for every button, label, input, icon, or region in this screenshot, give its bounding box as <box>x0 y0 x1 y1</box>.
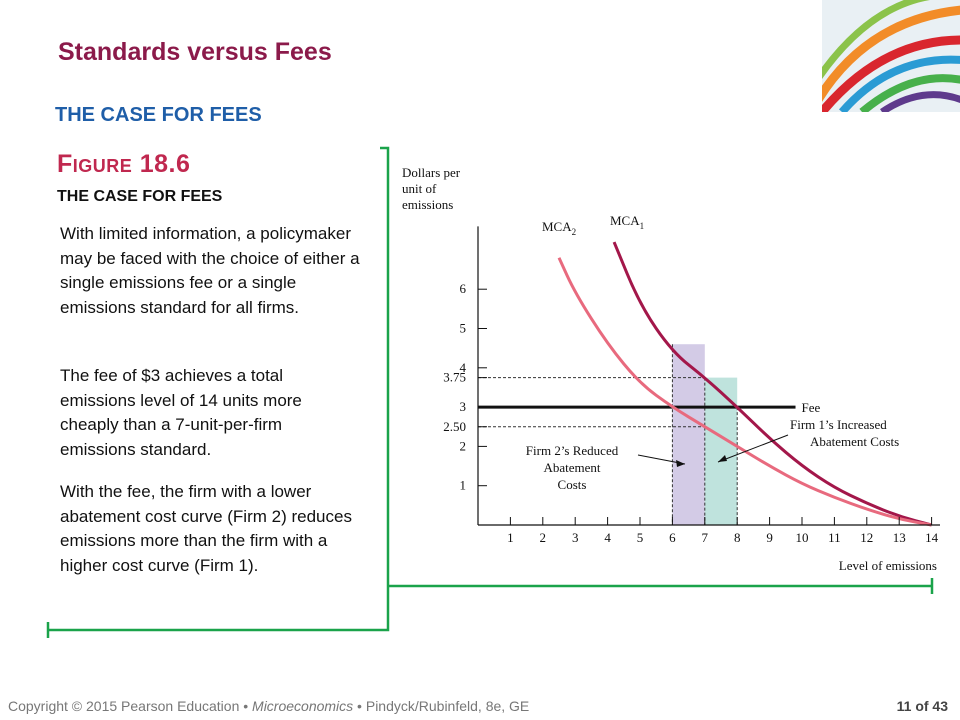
curve-label-sub-1: 1 <box>640 221 645 231</box>
x-axis-ticks: 1 2 3 4 5 6 7 8 9 10 11 12 13 14 <box>507 517 939 545</box>
firm1-arrow-head <box>718 455 727 462</box>
figure-label-number: 18.6 <box>139 150 191 178</box>
copyright-prefix: Copyright © 2015 Pearson Education • <box>8 698 253 714</box>
y-tick-label-6: 6 <box>460 281 467 296</box>
figure-paragraph-1: With limited information, a policymaker … <box>60 224 360 317</box>
slide-title: Standards versus Fees <box>58 38 332 66</box>
x-tick-label-12: 12 <box>860 530 873 545</box>
y-tick-label-2: 2 <box>460 438 467 453</box>
x-axis-label: Level of emissions <box>839 558 937 573</box>
x-tick-label-4: 4 <box>604 530 611 545</box>
firm1-increased-cost-area <box>704 377 738 525</box>
y-axis-label-line-3: emissions <box>402 197 453 212</box>
firm1-annotation-line-2: Abatement Costs <box>810 434 899 449</box>
x-tick-label-9: 9 <box>766 530 773 545</box>
firm1-annotation-line-1: Firm 1’s Increased <box>790 417 887 432</box>
y-tick-label-1: 1 <box>460 478 467 493</box>
y-tick-label-5: 5 <box>460 321 467 336</box>
curve-label-sub-2: 2 <box>572 227 577 237</box>
footer-copyright: Copyright © 2015 Pearson Education • Mic… <box>8 698 529 714</box>
y-axis-ticks: 1 2 2.50 3 3.754 5 6 <box>443 281 487 493</box>
firm2-region-rect <box>672 344 705 525</box>
x-tick-label-5: 5 <box>637 530 644 545</box>
book-title: Microeconomics <box>252 698 354 714</box>
x-tick-label-8: 8 <box>734 530 741 545</box>
figure-label-small: IGURE <box>72 156 133 176</box>
x-tick-label-13: 13 <box>893 530 906 545</box>
x-tick-label-7: 7 <box>702 530 709 545</box>
firm1-arrow-line <box>717 434 789 463</box>
firm2-annotation-line-2: Abatement <box>543 460 600 475</box>
firm2-reduced-cost-area <box>672 344 705 525</box>
cost-curves <box>557 241 933 527</box>
dashed-guides <box>478 344 738 525</box>
y-axis-label-line-2: unit of <box>402 181 437 196</box>
y-tick-label-3.75: 3.75 <box>443 370 466 385</box>
fee-label: Fee <box>802 400 821 415</box>
copyright-suffix: • Pindyck/Rubinfeld, 8e, GE <box>353 698 530 714</box>
x-tick-label-14: 14 <box>925 530 939 545</box>
footer-page-number: 11 of 43 <box>896 698 948 714</box>
x-tick-label-10: 10 <box>796 530 809 545</box>
y-tick-label-3: 3 <box>460 399 467 414</box>
figure-subtitle: THE CASE FOR FEES <box>57 188 223 205</box>
y-tick-label-4: 4 <box>460 360 467 375</box>
x-tick-label-1: 1 <box>507 530 514 545</box>
y-axis-label-line-1: Dollars per <box>402 165 461 180</box>
section-heading: THE CASE FOR FEES <box>55 104 262 126</box>
curve-label-mca2: MCA2 <box>542 219 576 237</box>
figure-label-initial: F <box>57 150 73 178</box>
figure-paragraph-2: The fee of $3 achieves a total emissions… <box>60 366 302 459</box>
firm2-arrow-head <box>676 460 685 467</box>
figure-paragraph-3: With the fee, the firm with a lower abat… <box>60 482 352 575</box>
firm1-region-rect <box>704 377 738 525</box>
curve-mca2 <box>557 257 933 527</box>
left-bracket-line <box>46 146 390 638</box>
x-tick-label-2: 2 <box>540 530 547 545</box>
chart-axes <box>477 226 940 526</box>
decorative-cables-image <box>822 0 960 112</box>
x-tick-label-6: 6 <box>669 530 676 545</box>
x-tick-label-3: 3 <box>572 530 579 545</box>
bottom-bracket-line <box>388 578 934 594</box>
curve-mca1 <box>612 241 932 527</box>
figure-label: FIGURE 18.6 <box>57 150 190 179</box>
firm2-annotation-line-3: Costs <box>558 477 587 492</box>
y-tick-label-2.50: 2.50 <box>443 419 466 434</box>
firm2-annotation-line-1: Firm 2’s Reduced <box>526 443 619 458</box>
x-tick-label-11: 11 <box>828 530 841 545</box>
curve-label-mca1: MCA1 <box>610 213 644 231</box>
